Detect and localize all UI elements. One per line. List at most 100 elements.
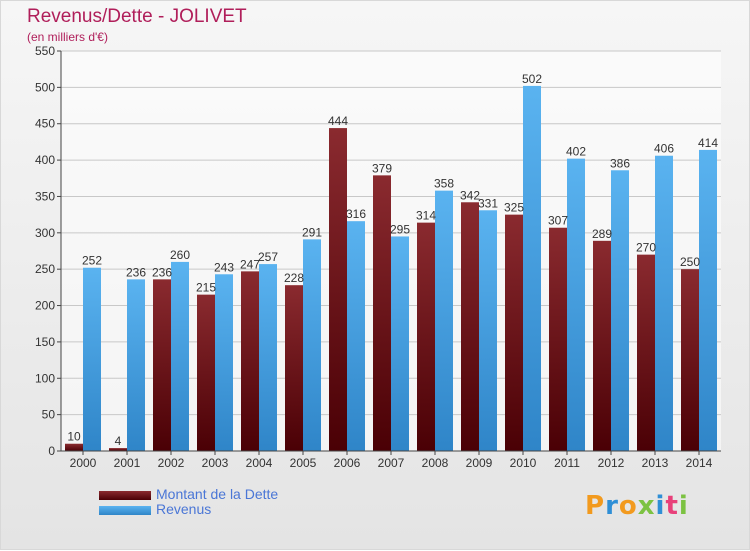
- bar-revenue: [567, 158, 585, 452]
- data-label: 215: [196, 281, 216, 295]
- bar-revenue: [127, 279, 145, 451]
- y-tick-label: 350: [35, 189, 55, 203]
- data-label: 379: [372, 161, 392, 175]
- data-label: 252: [82, 254, 102, 268]
- x-tick-label: 2005: [290, 456, 317, 470]
- x-tick-label: 2014: [686, 456, 713, 470]
- y-tick-label: 200: [35, 299, 55, 313]
- bar-debt: [681, 269, 699, 451]
- logo-letter: x: [637, 491, 656, 521]
- data-label: 228: [284, 271, 304, 285]
- data-label: 257: [258, 250, 278, 264]
- bar-revenue: [523, 85, 541, 451]
- bars: [65, 85, 717, 452]
- logo-letter: P: [585, 491, 606, 521]
- bar-debt: [593, 240, 611, 451]
- data-label: 316: [346, 207, 366, 221]
- data-label: 250: [680, 255, 700, 269]
- y-tick-label: 450: [35, 117, 55, 131]
- data-label: 236: [152, 265, 172, 279]
- data-label: 386: [610, 156, 630, 170]
- bar-revenue: [347, 221, 365, 451]
- legend-swatch-revenue: [99, 506, 151, 515]
- bar-debt: [549, 227, 567, 451]
- y-tick-label: 150: [35, 335, 55, 349]
- bar-revenue: [655, 155, 673, 451]
- x-tick-label: 2010: [510, 456, 537, 470]
- data-label: 502: [522, 72, 542, 86]
- chart-subtitle: (en milliers d'€): [27, 30, 108, 44]
- bar-revenue: [259, 264, 277, 451]
- logo-letter: i: [678, 491, 689, 521]
- y-tick-label: 500: [35, 80, 55, 94]
- data-label: 331: [478, 196, 498, 210]
- data-label: 270: [636, 241, 656, 255]
- logo-letter: t: [665, 491, 679, 521]
- bar-revenue: [171, 261, 189, 451]
- data-label: 260: [170, 248, 190, 262]
- logo-letter: i: [655, 491, 666, 521]
- y-tick-label: 50: [42, 408, 56, 422]
- legend-label-revenue: Revenus: [156, 501, 212, 517]
- bar-debt: [153, 279, 171, 451]
- x-tick-label: 2003: [202, 456, 229, 470]
- data-label: 295: [390, 222, 410, 236]
- bar-debt: [505, 214, 523, 451]
- proxiti-logo: Proxiti: [585, 491, 689, 521]
- x-tick-label: 2007: [378, 456, 405, 470]
- bar-debt: [637, 254, 655, 451]
- data-label: 358: [434, 177, 454, 191]
- bar-revenue: [303, 239, 321, 451]
- data-label: 247: [240, 257, 260, 271]
- y-tick-label: 0: [48, 444, 55, 458]
- bar-debt: [417, 222, 435, 451]
- y-tick-label: 550: [35, 44, 55, 58]
- bar-debt: [329, 128, 347, 451]
- bar-revenue: [435, 190, 453, 452]
- bar-revenue: [699, 149, 717, 451]
- data-label: 402: [566, 145, 586, 159]
- y-axis-ticks: 0 50 100 150 200 250 300 350 400 450 500 550: [35, 44, 61, 458]
- x-tick-label: 2008: [422, 456, 449, 470]
- bar-revenue: [611, 170, 629, 452]
- legend-label-debt: Montant de la Dette: [156, 486, 279, 502]
- logo-letter: r: [605, 491, 619, 521]
- x-tick-label: 2011: [554, 456, 580, 470]
- x-tick-label: 2001: [114, 456, 141, 470]
- y-tick-label: 300: [35, 226, 55, 240]
- data-label: 236: [126, 265, 146, 279]
- bar-revenue: [479, 210, 497, 451]
- x-tick-label: 2004: [246, 456, 273, 470]
- bar-debt: [197, 294, 215, 451]
- data-label: 414: [698, 136, 718, 150]
- data-label: 325: [504, 201, 524, 215]
- data-label: 289: [592, 227, 612, 241]
- data-label: 406: [654, 142, 674, 156]
- x-tick-label: 2006: [334, 456, 361, 470]
- legend-swatch-debt: [99, 491, 151, 500]
- data-label: 307: [548, 214, 568, 228]
- bar-debt: [109, 448, 127, 451]
- bar-debt: [373, 175, 391, 451]
- data-label: 444: [328, 114, 348, 128]
- x-tick-label: 2002: [158, 456, 185, 470]
- data-label: 243: [214, 260, 234, 274]
- bar-revenue: [83, 267, 101, 451]
- bar-debt: [65, 443, 83, 451]
- data-label: 10: [67, 430, 81, 444]
- y-tick-label: 100: [35, 371, 55, 385]
- data-label: 4: [115, 434, 122, 448]
- bar-debt: [285, 285, 303, 451]
- bar-revenue: [215, 274, 233, 451]
- x-axis-ticks: 2000 2001 2002 2003 2004 2005 2006 2007 2008 2009…: [70, 451, 713, 470]
- chart-title: Revenus/Dette - JOLIVET: [27, 6, 247, 27]
- bar-debt: [241, 271, 259, 451]
- x-tick-label: 2012: [598, 456, 625, 470]
- bar-revenue: [391, 236, 409, 451]
- logo-letter: o: [618, 491, 638, 521]
- x-tick-label: 2000: [70, 456, 97, 470]
- bar-debt: [461, 202, 479, 451]
